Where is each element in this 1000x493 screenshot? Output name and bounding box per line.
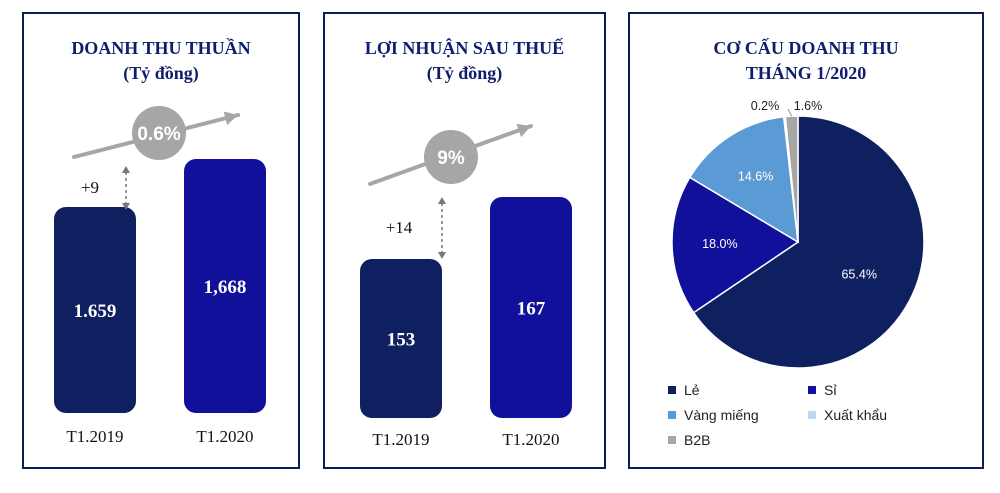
- revenue-title-line2: (Tỷ đồng): [123, 63, 199, 83]
- pie-slice-label: 1.6%: [794, 99, 823, 113]
- category-label: T1.2020: [196, 427, 253, 446]
- category-label: T1.2019: [66, 427, 123, 446]
- difference-arrow-down: [122, 203, 130, 210]
- difference-arrow-down: [438, 252, 446, 259]
- legend-item: Sỉ: [808, 382, 836, 398]
- revenue-chart: 0.6% 1.659 T1.2019 1,668 T1.2020 +9: [54, 106, 266, 446]
- legend-item: Vàng miếng: [668, 407, 759, 423]
- legend-swatch: [668, 386, 676, 394]
- category-label: T1.2019: [372, 430, 429, 449]
- legend-label: Lẻ: [684, 382, 700, 398]
- bar-T1.2020: [184, 159, 266, 413]
- revenue-panel: DOANH THU THUẦN (Tỷ đồng) 0.6% 1.659 T1.20…: [22, 12, 300, 469]
- bar-value-label: 1.659: [74, 301, 117, 322]
- legend-swatch: [668, 411, 676, 419]
- bar-value-label: 167: [517, 299, 546, 320]
- pie-slice-0: [692, 115, 925, 369]
- bar-value-label: 153: [387, 330, 416, 351]
- revenue-title-line1: DOANH THU THUẦN: [71, 38, 251, 58]
- pie-slice-1: [671, 176, 800, 314]
- growth-percent-label: 9%: [437, 148, 465, 169]
- pie-chart: 65.4% 18.0% 14.6% 0.2% 1.6%: [671, 99, 925, 369]
- category-label: T1.2020: [502, 430, 559, 449]
- legend-item: B2B: [668, 432, 710, 448]
- growth-arrow-head: [223, 111, 238, 126]
- profit-title: LỢI NHUẬN SAU THUẾ (Tỷ đồng): [325, 36, 604, 86]
- pie-slice-label: 18.0%: [702, 237, 737, 251]
- pie-title-line1: CƠ CẤU DOANH THU: [713, 38, 899, 58]
- profit-title-line2: (Tỷ đồng): [426, 63, 503, 83]
- profit-chart: 9% 153 T1.2019 167 T1.2020 +14: [360, 123, 572, 449]
- pie-title-line2: THÁNG 1/2020: [745, 63, 867, 83]
- pie-slice-label: 65.4%: [841, 267, 876, 281]
- legend-label: B2B: [684, 432, 711, 448]
- legend-label: Sỉ: [824, 382, 837, 398]
- profit-title-line1: LỢI NHUẬN SAU THUẾ: [364, 38, 565, 58]
- bar-T1.2020: [490, 197, 572, 418]
- bar-T1.2019: [360, 259, 442, 418]
- revenue-structure-panel: CƠ CẤU DOANH THU THÁNG 1/2020 65.4% 18.0%…: [628, 12, 984, 469]
- difference-label: +9: [81, 178, 99, 197]
- legend-swatch: [808, 411, 816, 419]
- legend-item: Lẻ: [668, 382, 700, 398]
- legend-swatch: [808, 386, 816, 394]
- pie-slice-2: [688, 115, 799, 244]
- bar-T1.2019: [54, 207, 136, 413]
- legend-item: Xuất khẩu: [808, 407, 887, 423]
- bar-value-label: 1,668: [204, 277, 247, 298]
- profit-panel: LỢI NHUẬN SAU THUẾ (Tỷ đồng) 9% 153 T1.201…: [323, 12, 606, 469]
- growth-circle: [424, 130, 478, 184]
- difference-arrow-up: [438, 197, 446, 204]
- pie-slice-label: 0.2%: [751, 99, 780, 113]
- growth-percent-label: 0.6%: [137, 124, 180, 145]
- pie-title: CƠ CẤU DOANH THU THÁNG 1/2020: [630, 36, 982, 86]
- legend-label: Vàng miếng: [684, 407, 759, 423]
- pie-leader-line: [787, 108, 793, 117]
- difference-arrow-up: [122, 166, 130, 173]
- growth-arrow-head: [516, 123, 531, 137]
- growth-circle: [132, 106, 186, 160]
- difference-label: +14: [386, 218, 413, 237]
- pie-slice-label: 14.6%: [738, 169, 773, 183]
- revenue-title: DOANH THU THUẦN (Tỷ đồng): [24, 36, 298, 86]
- legend-label: Xuất khẩu: [824, 407, 888, 423]
- legend-swatch: [668, 436, 676, 444]
- pie-slice-4: [784, 115, 799, 243]
